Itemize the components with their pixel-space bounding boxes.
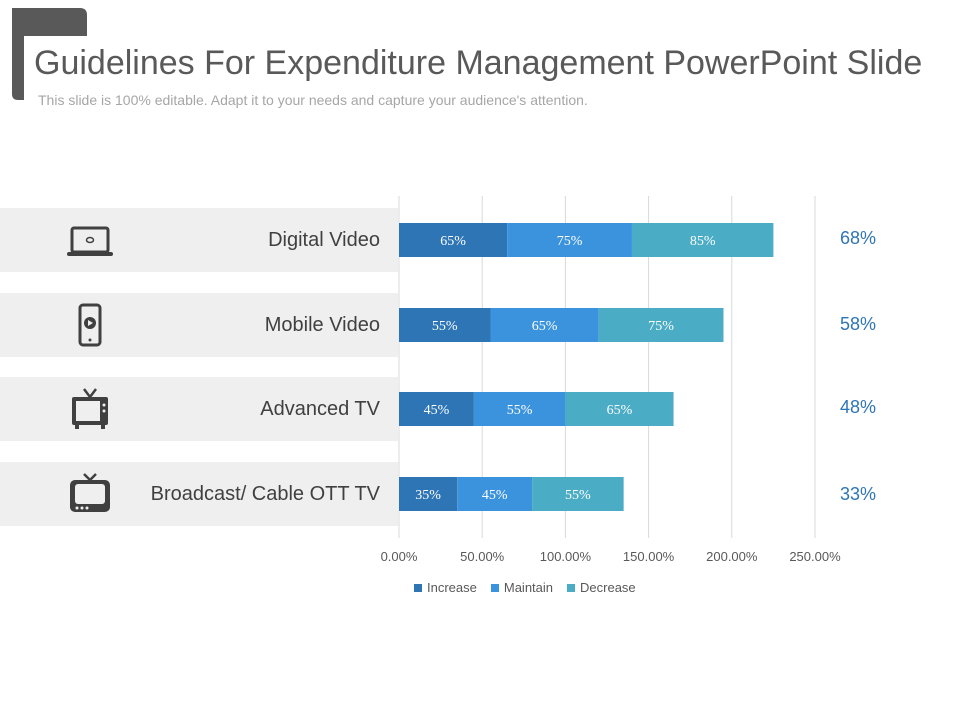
slide-title: Guidelines For Expenditure Management Po… [34,44,923,82]
legend-label: Increase [427,580,477,595]
total-percent-digital-video: 68% [840,228,877,248]
bar-maintain [473,392,566,426]
legend-swatch [414,583,422,592]
bar-data-label: 65% [607,403,633,418]
legend-item-increase: Increase [414,580,477,595]
tv-icon [72,388,108,429]
bar-increase [399,223,508,257]
legend-label: Decrease [580,580,636,595]
bar-decrease [532,477,624,511]
bar-data-label: 65% [532,319,558,334]
row-advanced-tv: Advanced TV [0,377,398,441]
retro-tv-icon [70,473,110,512]
bar-maintain [507,223,632,257]
legend-swatch [490,583,499,592]
bar-increase [399,477,458,511]
bar-data-label: 55% [565,488,591,503]
bar-data-label: 85% [690,234,716,249]
bar-data-label: 55% [432,319,458,334]
bar-data-label: 55% [507,403,533,418]
row-label: Mobile Video [264,314,380,336]
legend-item-maintain: Maintain [490,580,554,595]
total-percent-mobile-video: 58% [840,314,877,334]
row-broadcast-cable-ott-tv: Broadcast/ Cable OTT TV [0,462,398,526]
bar-data-label: 35% [415,488,441,503]
bar-data-label: 65% [440,234,466,249]
bar-data-label: 45% [482,488,508,503]
slide-subtitle: This slide is 100% editable. Adapt it to… [38,92,588,108]
x-tick-label: 150.00% [623,549,675,564]
bar-decrease [598,308,724,342]
chart-legend: Increase Maintain Decrease [414,580,636,595]
bar-decrease [631,223,774,257]
row-label: Broadcast/ Cable OTT TV [150,483,380,505]
smartphone-icon [78,303,102,347]
x-tick-label: 250.00% [789,549,841,564]
row-digital-video: Digital Video [0,208,398,272]
bar-increase [399,308,491,342]
bar-maintain [457,477,533,511]
row-label: Digital Video [268,229,380,251]
total-percent-advanced-tv: 48% [840,397,877,417]
x-tick-label: 200.00% [706,549,758,564]
bar-data-label: 75% [648,319,674,334]
legend-label: Maintain [503,580,554,595]
x-tick-label: 0.00% [381,549,418,564]
legend-item-decrease: Decrease [567,580,636,595]
bar-data-label: 45% [424,403,450,418]
legend-swatch [567,583,576,592]
row-label: Advanced TV [260,398,380,420]
title-corner-bracket [12,8,87,100]
total-percent-broadcast-cable-ott-tv: 33% [840,484,877,504]
x-tick-label: 50.00% [460,549,505,564]
row-mobile-video: Mobile Video [0,293,398,357]
bar-increase [399,392,474,426]
bar-maintain [490,308,599,342]
bar-data-label: 75% [557,234,583,249]
x-tick-label: 100.00% [540,549,592,564]
bar-decrease [565,392,674,426]
laptop-icon [67,226,113,256]
